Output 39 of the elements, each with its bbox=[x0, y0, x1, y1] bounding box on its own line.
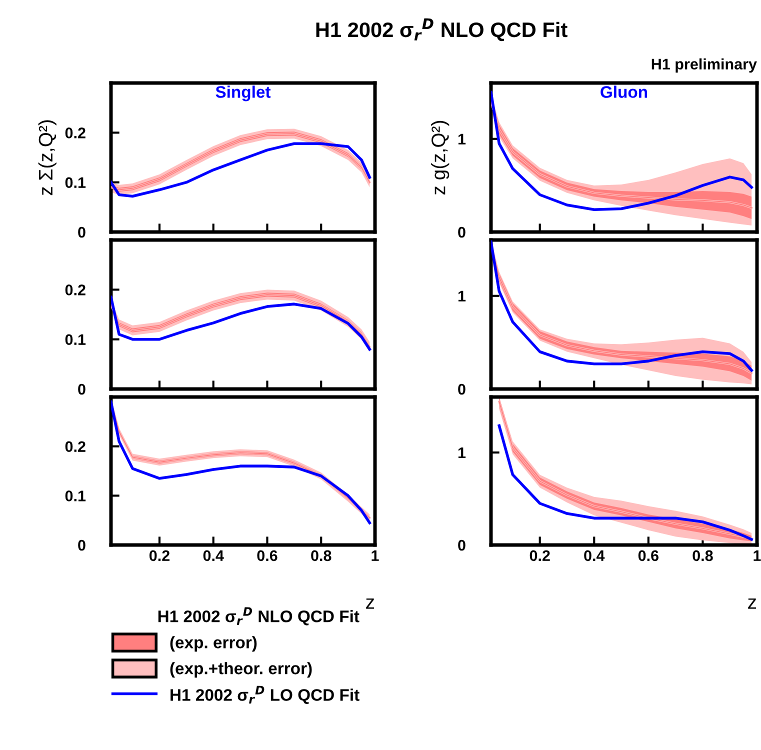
x-axis-title: z bbox=[748, 598, 756, 609]
y-tick-label: 0 bbox=[458, 540, 466, 551]
y-axis-title: z g(z,Q²) bbox=[431, 120, 450, 195]
x-tick-label: 0.2 bbox=[149, 550, 170, 562]
line-series bbox=[498, 424, 753, 541]
x-tick-label: 0.8 bbox=[692, 550, 713, 562]
legend-label: (exp. error) bbox=[170, 636, 257, 652]
legend-label: H1 2002 σ$_{r}$$^{D}$ LO QCD Fit bbox=[170, 686, 360, 704]
y-tick-label: 1 bbox=[458, 134, 466, 144]
text: H1 preliminary bbox=[652, 58, 757, 73]
legend-label: (exp.+theor. error) bbox=[170, 662, 312, 678]
y-tick-label: 0.1 bbox=[65, 177, 86, 188]
text: H1 2002 σ$_{r}$$^{D}$ NLO QCD Fit bbox=[316, 18, 568, 42]
chart-subtitle: Singlet bbox=[216, 86, 271, 102]
y-axis-title: z Σ(z,Q²) bbox=[38, 120, 56, 196]
x-tick-label: 0.8 bbox=[311, 550, 332, 562]
x-tick-label: 0.6 bbox=[638, 550, 658, 562]
y-tick-label: 0 bbox=[78, 540, 86, 551]
x-tick-label: 0.4 bbox=[584, 550, 605, 562]
chart-subtitle: Gluon bbox=[600, 86, 648, 98]
y-tick-label: 1 bbox=[458, 448, 466, 458]
x-axis-title: z bbox=[366, 598, 374, 609]
y-tick-label: 1 bbox=[458, 290, 466, 302]
x-tick-label: 1 bbox=[372, 550, 379, 561]
y-tick-label: 0.1 bbox=[65, 490, 86, 502]
x-tick-label: 0.2 bbox=[530, 550, 550, 562]
y-tick-label: 0.2 bbox=[65, 284, 86, 296]
y-tick-label: 0 bbox=[458, 226, 466, 238]
y-tick-label: 0 bbox=[458, 384, 466, 395]
x-tick-label: 0.6 bbox=[257, 550, 278, 562]
y-tick-label: 0.2 bbox=[65, 128, 86, 138]
y-tick-label: 0 bbox=[78, 384, 86, 395]
y-tick-label: 0 bbox=[78, 226, 86, 238]
x-tick-label: 1 bbox=[754, 550, 761, 561]
legend-title: H1 2002 σ$_{r}$$^{D}$ NLO QCD Fit bbox=[158, 607, 360, 626]
y-tick-label: 0.2 bbox=[65, 441, 86, 452]
y-tick-label: 0.1 bbox=[65, 334, 86, 346]
x-tick-label: 0.4 bbox=[203, 550, 224, 562]
line-series bbox=[111, 142, 371, 198]
